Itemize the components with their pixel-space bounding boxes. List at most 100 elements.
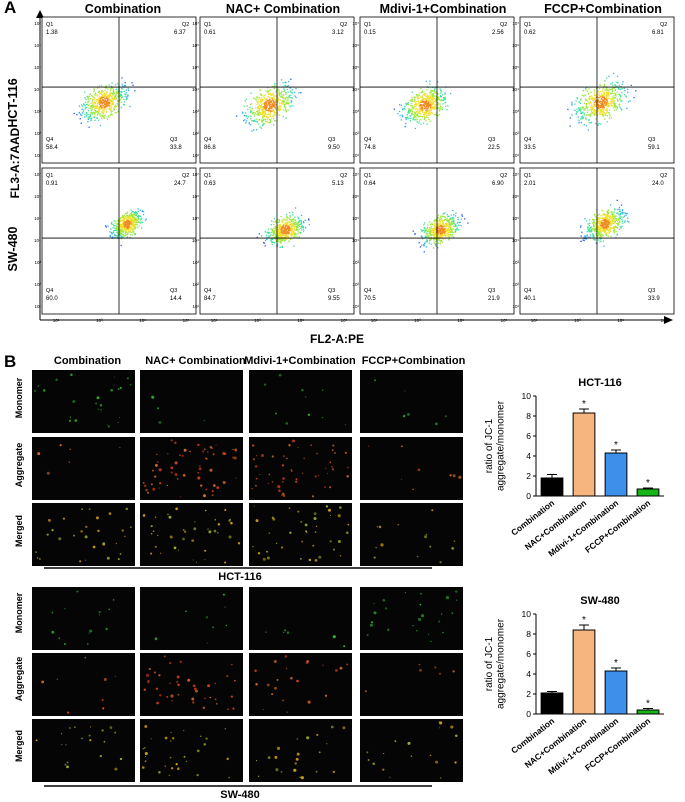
microscopy-image — [140, 503, 243, 566]
flow-x-axis-arrow — [664, 316, 673, 324]
quadrant-name: Q3 — [328, 137, 335, 143]
flow-y-tick-label: 10⁷ — [34, 21, 41, 26]
flow-y-tick-label: 10⁴ — [34, 87, 41, 92]
flow-y-axis-arrow — [36, 10, 44, 18]
microscopy-tile — [32, 437, 135, 500]
flow-plot: Q1 0.62 Q2 6.81 Q4 33.5 Q3 59.1 10⁷ 10⁶ 10⁵ 10⁴ 10³ 1… — [512, 16, 675, 172]
flow-column-title: FCCP+Combination — [544, 2, 662, 16]
bar — [636, 488, 660, 497]
flow-y-tick-label: 10² — [192, 131, 199, 136]
flow-y-tick-label: 10⁷ — [512, 172, 519, 177]
flow-plot: Q1 0.91 Q2 24.7 Q4 60.0 Q3 14.4 10⁷ 10⁶ 10⁵ 10⁴ 10³ 1… — [34, 167, 197, 323]
quadrant-name: Q2 — [660, 173, 667, 179]
microscopy-tile — [32, 719, 135, 782]
flow-y-tick-label: 10⁶ — [34, 43, 41, 48]
flow-y-tick-label: 10⁶ — [352, 194, 359, 199]
flow-y-tick-label: 10⁵ — [352, 65, 359, 70]
microscopy-cell-line-label: HCT-116 — [218, 571, 262, 583]
bar-chart-ylabel: ratio of JC-1aggregate/monomer — [484, 400, 507, 491]
bar-chart-y-tick-label: 2 — [526, 471, 531, 481]
quadrant-value: 0.15 — [364, 30, 376, 36]
quadrant-name: Q2 — [340, 173, 347, 179]
bar-chart-y-tick-label: 6 — [526, 649, 531, 659]
quadrant-value: 0.61 — [204, 30, 216, 36]
significance-marker: * — [614, 658, 618, 669]
quadrant-name: Q2 — [500, 173, 507, 179]
quadrant-name: Q3 — [648, 137, 655, 143]
microscopy-image — [360, 503, 463, 566]
flow-plot: Q1 2.01 Q2 24.0 Q4 40.1 Q3 33.9 10⁷ 10⁶ 10⁵ 10⁴ 10³ 1… — [512, 167, 675, 323]
flow-y-tick-label: 10¹ — [352, 153, 359, 158]
flow-y-tick-label: 10⁷ — [352, 21, 359, 26]
flow-y-tick-label: 10⁴ — [34, 238, 41, 243]
microscopy-tile — [140, 719, 243, 782]
quadrant-value: 40.1 — [524, 296, 536, 302]
flow-y-tick-label: 10⁶ — [352, 43, 359, 48]
flow-plot: Q1 0.63 Q2 5.13 Q4 84.7 Q3 9.55 10⁷ 10⁶ 10⁵ 10⁴ 10³ 1… — [192, 167, 355, 323]
quadrant-value: 22.5 — [488, 145, 500, 151]
quadrant-name: Q3 — [648, 288, 655, 294]
microscopy-image — [360, 587, 463, 650]
quadrant-value: 74.8 — [364, 145, 376, 151]
flow-plot: Q1 1.38 Q2 6.37 Q4 58.4 Q3 33.8 10⁷ 10⁶ 10⁵ 10⁴ 10³ 1… — [34, 16, 197, 172]
quadrant-value: 59.1 — [648, 145, 660, 151]
bar — [604, 670, 628, 715]
microscopy-image — [140, 437, 243, 500]
quadrant-value: 2.01 — [524, 181, 536, 187]
bar-chart-sw480: SW-480 ratio of JC-1aggregate/monomer 0 2 4 6… — [484, 595, 664, 777]
microscopy-tile — [249, 437, 352, 500]
microscopy-image — [360, 653, 463, 716]
quadrant-value: 33.5 — [524, 145, 536, 151]
flow-x-tick-label: 10⁷ — [183, 318, 190, 323]
microscopy-tile — [140, 653, 243, 716]
flow-x-axis-title: FL2-A:PE — [310, 332, 364, 346]
microscopy-grid — [32, 370, 463, 787]
panel-a-letter: A — [4, 0, 17, 17]
flow-y-tick-label: 10⁶ — [34, 194, 41, 199]
microscopy-tile — [249, 503, 352, 566]
flow-y-tick-label: 10¹ — [352, 304, 359, 309]
flow-plot: Q1 0.64 Q2 6.90 Q4 70.5 Q3 21.9 10⁷ 10⁶ 10⁵ 10⁴ 10³ 1… — [352, 167, 515, 323]
quadrant-name: Q2 — [500, 22, 507, 28]
microscopy-tile — [360, 587, 463, 650]
microscopy-image — [360, 370, 463, 433]
quadrant-name: Q2 — [182, 173, 189, 179]
flow-y-tick-label: 10⁴ — [192, 238, 199, 243]
quadrant-value: 70.5 — [364, 296, 376, 302]
quadrant-value: 6.37 — [174, 30, 186, 36]
microscopy-tile — [360, 653, 463, 716]
flow-y-tick-label: 10² — [512, 282, 519, 287]
bar-chart-title: SW-480 — [580, 595, 620, 607]
flow-x-tick-label: 10⁷ — [341, 318, 348, 323]
significance-marker: * — [582, 399, 586, 410]
flow-plot: Q1 0.15 Q2 2.56 Q4 74.8 Q3 22.5 10⁷ 10⁶ 10⁵ 10⁴ 10³ 1… — [352, 16, 515, 172]
quadrant-value: 9.50 — [328, 145, 340, 151]
flow-x-tick-label: 10⁷ — [661, 318, 668, 323]
quadrant-value: 24.0 — [652, 181, 664, 187]
quadrant-name: Q4 — [524, 137, 531, 143]
significance-marker: * — [614, 440, 618, 451]
quadrant-name: Q2 — [340, 22, 347, 28]
significance-marker: * — [646, 478, 650, 489]
quadrant-name: Q1 — [204, 173, 211, 179]
quadrant-value: 60.0 — [46, 296, 58, 302]
quadrant-name: Q1 — [204, 22, 211, 28]
flow-y-tick-label: 10⁷ — [352, 172, 359, 177]
flow-y-tick-label: 10¹ — [34, 153, 41, 158]
quadrant-name: Q1 — [364, 173, 371, 179]
bar-chart-title: HCT-116 — [578, 377, 621, 389]
microscopy-tile — [32, 503, 135, 566]
microscopy-tile — [249, 370, 352, 433]
microscopy-tile — [249, 719, 352, 782]
flow-y-tick-label: 10² — [34, 282, 41, 287]
flow-x-tick-label: 10³ — [96, 318, 103, 323]
microscopy-tile — [360, 503, 463, 566]
quadrant-name: Q3 — [170, 137, 177, 143]
quadrant-value: 21.9 — [488, 296, 500, 302]
quadrant-name: Q4 — [46, 137, 53, 143]
bar-chart-y-tick-label: 4 — [526, 669, 531, 679]
bar — [572, 412, 596, 497]
bar-chart-y-tick-label: 10 — [522, 609, 532, 619]
quadrant-name: Q1 — [46, 22, 53, 28]
flow-y-tick-label: 10⁴ — [352, 87, 359, 92]
